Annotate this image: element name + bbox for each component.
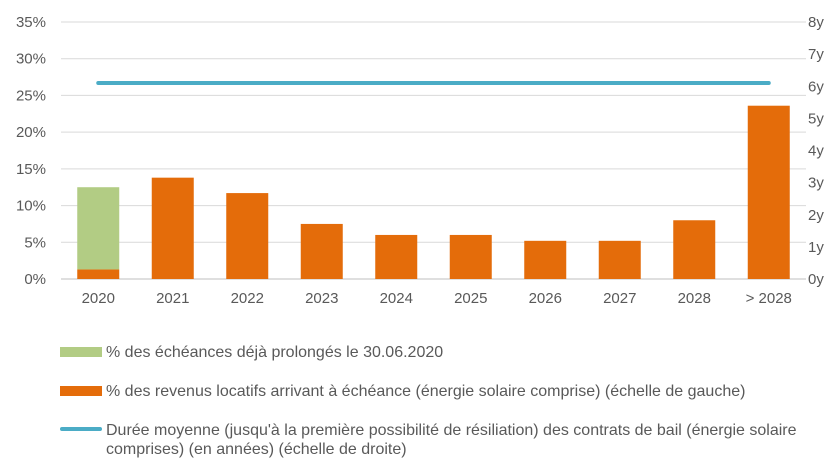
x-tick-label-1: 2021: [156, 290, 189, 307]
right-tick-label-6: 6y: [808, 78, 824, 95]
legend-item-revenues: % des revenus locatifs arrivant à échéan…: [60, 382, 745, 401]
x-tick-label-5: 2025: [454, 290, 487, 307]
legend-swatch-green: [60, 347, 102, 357]
x-tick-label-7: 2027: [603, 290, 636, 307]
bar-revenues-1: [151, 177, 194, 279]
x-tick-label-2: 2022: [231, 290, 264, 307]
x-tick-label-6: 2026: [529, 290, 562, 307]
left-tick-label-4: 20%: [16, 124, 46, 141]
legend-swatch-orange: [60, 386, 102, 396]
right-tick-label-3: 3y: [808, 175, 824, 192]
bar-revenues-5: [449, 234, 492, 279]
right-tick-label-0: 0y: [808, 271, 824, 288]
bar-revenues-4: [375, 234, 418, 279]
bar-revenues-0: [77, 269, 120, 279]
left-tick-label-2: 10%: [16, 198, 46, 215]
bar-revenues-7: [598, 240, 641, 279]
left-tick-label-3: 15%: [16, 161, 46, 178]
left-tick-label-6: 30%: [16, 51, 46, 68]
bar-revenues-8: [673, 220, 716, 279]
x-tick-label-8: 2028: [678, 290, 711, 307]
left-tick-label-0: 0%: [24, 271, 46, 288]
bar-line-chart: 0% 5% 10% 15% 20% 25% 30% 35% 0y 1y 2y 3y 4y 5y 6y 7y 8…: [16, 14, 824, 307]
right-tick-label-8: 8y: [808, 14, 824, 31]
right-tick-label-7: 7y: [808, 46, 824, 63]
x-tick-label-0: 2020: [82, 290, 115, 307]
bar-revenues-3: [300, 223, 343, 279]
legend-item-duration: Durée moyenne (jusqu'à la première possi…: [60, 421, 830, 459]
legend-label-duration: Durée moyenne (jusqu'à la première possi…: [106, 422, 797, 458]
x-axis-tick-labels: 2020 2021 2022 2023 2024 2025 2026 2027 2028 > 20…: [82, 290, 792, 307]
right-tick-label-4: 4y: [808, 143, 824, 160]
bar-revenues-6: [524, 240, 567, 279]
bars: [77, 105, 790, 279]
left-tick-label-5: 25%: [16, 87, 46, 104]
bar-revenues-9: [747, 105, 790, 279]
x-tick-label-3: 2023: [305, 290, 338, 307]
x-tick-label-4: 2024: [380, 290, 413, 307]
legend-label-extended: % des échéances déjà prolongés le 30.06.…: [106, 344, 444, 361]
left-tick-label-7: 35%: [16, 14, 46, 31]
legend-label-revenues: % des revenus locatifs arrivant à échéan…: [106, 383, 746, 400]
bar-extended-0: [77, 187, 120, 270]
bar-revenues-2: [226, 193, 269, 279]
legend-item-extended: % des échéances déjà prolongés le 30.06.…: [60, 343, 443, 362]
right-tick-label-5: 5y: [808, 110, 824, 127]
left-tick-label-1: 5%: [24, 234, 46, 251]
legend-swatch-blue-line: [60, 427, 102, 431]
x-tick-label-9: > 2028: [746, 290, 792, 307]
left-axis-tick-labels: 0% 5% 10% 15% 20% 25% 30% 35%: [16, 14, 46, 288]
right-tick-label-2: 2y: [808, 207, 824, 224]
right-tick-label-1: 1y: [808, 239, 824, 256]
right-axis-tick-labels: 0y 1y 2y 3y 4y 5y 6y 7y 8y: [808, 14, 824, 288]
